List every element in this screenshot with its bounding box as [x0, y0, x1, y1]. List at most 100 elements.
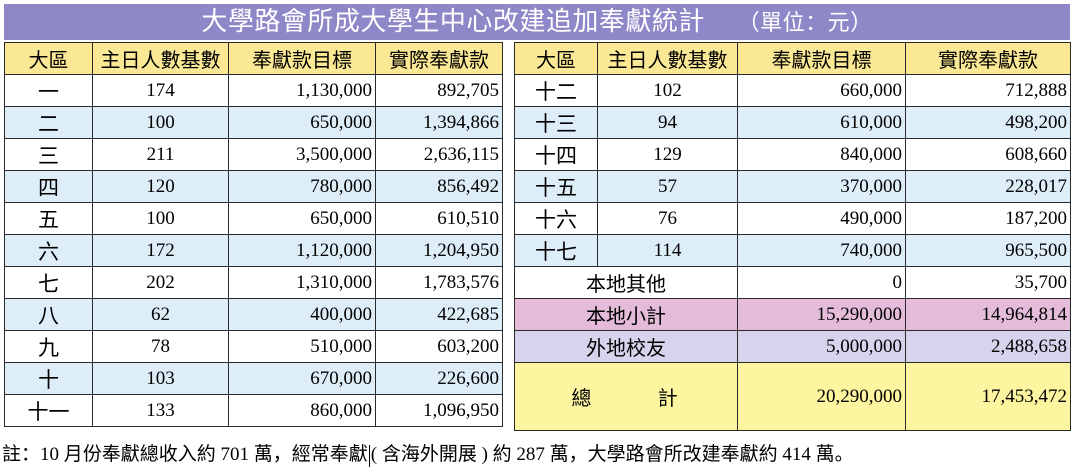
- actual-cell: 2,636,115: [375, 138, 503, 171]
- region-cell: 十二: [514, 74, 598, 107]
- region-cell: 四: [4, 170, 93, 203]
- summary-body: 本地其他 0 35,700 本地小計 15,290,000 14,964,814…: [514, 266, 1071, 431]
- overseas-alumni-actual: 2,488,658: [905, 330, 1071, 363]
- target-cell: 1,310,000: [228, 266, 376, 299]
- base-cell: 129: [597, 138, 738, 171]
- table-row: 十六 76 490,000 187,200: [514, 202, 1071, 235]
- unit-label: （單位：元）: [737, 11, 873, 36]
- base-cell: 133: [92, 394, 229, 427]
- grand-total-label: 總 計: [514, 362, 738, 431]
- region-cell: 十: [4, 362, 93, 395]
- target-cell: 660,000: [737, 74, 906, 107]
- region-cell: 十六: [514, 202, 598, 235]
- actual-cell: 1,394,866: [375, 106, 503, 139]
- actual-cell: 608,660: [905, 138, 1071, 171]
- header-region: 大區: [4, 42, 93, 75]
- actual-cell: 226,600: [375, 362, 503, 395]
- footnote-text-before: 註：10 月份奉獻總收入約 701 萬，經常奉獻: [2, 444, 368, 465]
- local-subtotal-label: 本地小計: [514, 298, 738, 331]
- target-cell: 510,000: [228, 330, 376, 363]
- region-cell: 十五: [514, 170, 598, 203]
- target-cell: 400,000: [228, 298, 376, 331]
- actual-cell: 712,888: [905, 74, 1071, 107]
- table-row: 一 174 1,130,000 892,705: [4, 74, 503, 107]
- region-cell: 九: [4, 330, 93, 363]
- header-base: 主日人數基數: [92, 42, 229, 75]
- local-subtotal-actual: 14,964,814: [905, 298, 1071, 331]
- base-cell: 76: [597, 202, 738, 235]
- region-cell: 八: [4, 298, 93, 331]
- local-other-row: 本地其他 0 35,700: [514, 266, 1071, 299]
- region-cell: 六: [4, 234, 93, 267]
- table-row: 十四 129 840,000 608,660: [514, 138, 1071, 171]
- table-row: 八 62 400,000 422,685: [4, 298, 503, 331]
- actual-cell: 603,200: [375, 330, 503, 363]
- header-target: 奉獻款目標: [737, 42, 906, 75]
- overseas-alumni-row: 外地校友 5,000,000 2,488,658: [514, 330, 1071, 363]
- region-cell: 十七: [514, 234, 598, 267]
- table-row: 二 100 650,000 1,394,866: [4, 106, 503, 139]
- actual-cell: 498,200: [905, 106, 1071, 139]
- target-cell: 610,000: [737, 106, 906, 139]
- grand-total-row: 總 計 20,290,000 17,453,472: [514, 362, 1071, 431]
- target-cell: 490,000: [737, 202, 906, 235]
- table-row: 四 120 780,000 856,492: [4, 170, 503, 203]
- target-cell: 740,000: [737, 234, 906, 267]
- target-cell: 370,000: [737, 170, 906, 203]
- actual-cell: 892,705: [375, 74, 503, 107]
- target-cell: 650,000: [228, 202, 376, 235]
- base-cell: 100: [92, 106, 229, 139]
- actual-cell: 1,783,576: [375, 266, 503, 299]
- actual-cell: 1,204,950: [375, 234, 503, 267]
- overseas-alumni-label: 外地校友: [514, 330, 738, 363]
- base-cell: 114: [597, 234, 738, 267]
- region-cell: 十一: [4, 394, 93, 427]
- table-row: 六 172 1,120,000 1,204,950: [4, 234, 503, 267]
- base-cell: 94: [597, 106, 738, 139]
- table-row: 十一 133 860,000 1,096,950: [4, 394, 503, 427]
- header-row: 大區 主日人數基數 奉獻款目標 實際奉獻款: [4, 42, 503, 75]
- actual-cell: 856,492: [375, 170, 503, 203]
- footnote: 註：10 月份奉獻總收入約 701 萬，經常奉獻( 含海外開展 ) 約 287 …: [2, 440, 1078, 470]
- target-cell: 670,000: [228, 362, 376, 395]
- footnote-text-after: ( 含海外開展 ) 約 287 萬，大學路會所改建奉獻約 414 萬。: [370, 444, 854, 465]
- base-cell: 62: [92, 298, 229, 331]
- local-other-actual: 35,700: [905, 266, 1071, 299]
- page-title: 大學路會所成大學生中心改建追加奉獻統計: [201, 7, 705, 37]
- header-base: 主日人數基數: [597, 42, 738, 75]
- right-table: 大區 主日人數基數 奉獻款目標 實際奉獻款 十二 102 660,000 712,88…: [514, 42, 1071, 431]
- base-cell: 172: [92, 234, 229, 267]
- table-row: 五 100 650,000 610,510: [4, 202, 503, 235]
- target-cell: 860,000: [228, 394, 376, 427]
- table-row: 十二 102 660,000 712,888: [514, 74, 1071, 107]
- actual-cell: 965,500: [905, 234, 1071, 267]
- grand-total-target: 20,290,000: [737, 362, 906, 431]
- title-bar: 大學路會所成大學生中心改建追加奉獻統計 （單位：元）: [4, 4, 1070, 40]
- target-cell: 780,000: [228, 170, 376, 203]
- base-cell: 102: [597, 74, 738, 107]
- region-cell: 十四: [514, 138, 598, 171]
- base-cell: 100: [92, 202, 229, 235]
- actual-cell: 1,096,950: [375, 394, 503, 427]
- target-cell: 1,120,000: [228, 234, 376, 267]
- base-cell: 202: [92, 266, 229, 299]
- header-target: 奉獻款目標: [228, 42, 376, 75]
- target-cell: 3,500,000: [228, 138, 376, 171]
- table-row: 十 103 670,000 226,600: [4, 362, 503, 395]
- local-other-target: 0: [737, 266, 906, 299]
- text-cursor: [368, 444, 370, 467]
- base-cell: 103: [92, 362, 229, 395]
- header-actual: 實際奉獻款: [375, 42, 503, 75]
- base-cell: 120: [92, 170, 229, 203]
- region-cell: 七: [4, 266, 93, 299]
- base-cell: 78: [92, 330, 229, 363]
- region-cell: 一: [4, 74, 93, 107]
- actual-cell: 187,200: [905, 202, 1071, 235]
- header-region: 大區: [514, 42, 598, 75]
- local-subtotal-row: 本地小計 15,290,000 14,964,814: [514, 298, 1071, 331]
- region-cell: 十三: [514, 106, 598, 139]
- target-cell: 840,000: [737, 138, 906, 171]
- table-row: 七 202 1,310,000 1,783,576: [4, 266, 503, 299]
- actual-cell: 422,685: [375, 298, 503, 331]
